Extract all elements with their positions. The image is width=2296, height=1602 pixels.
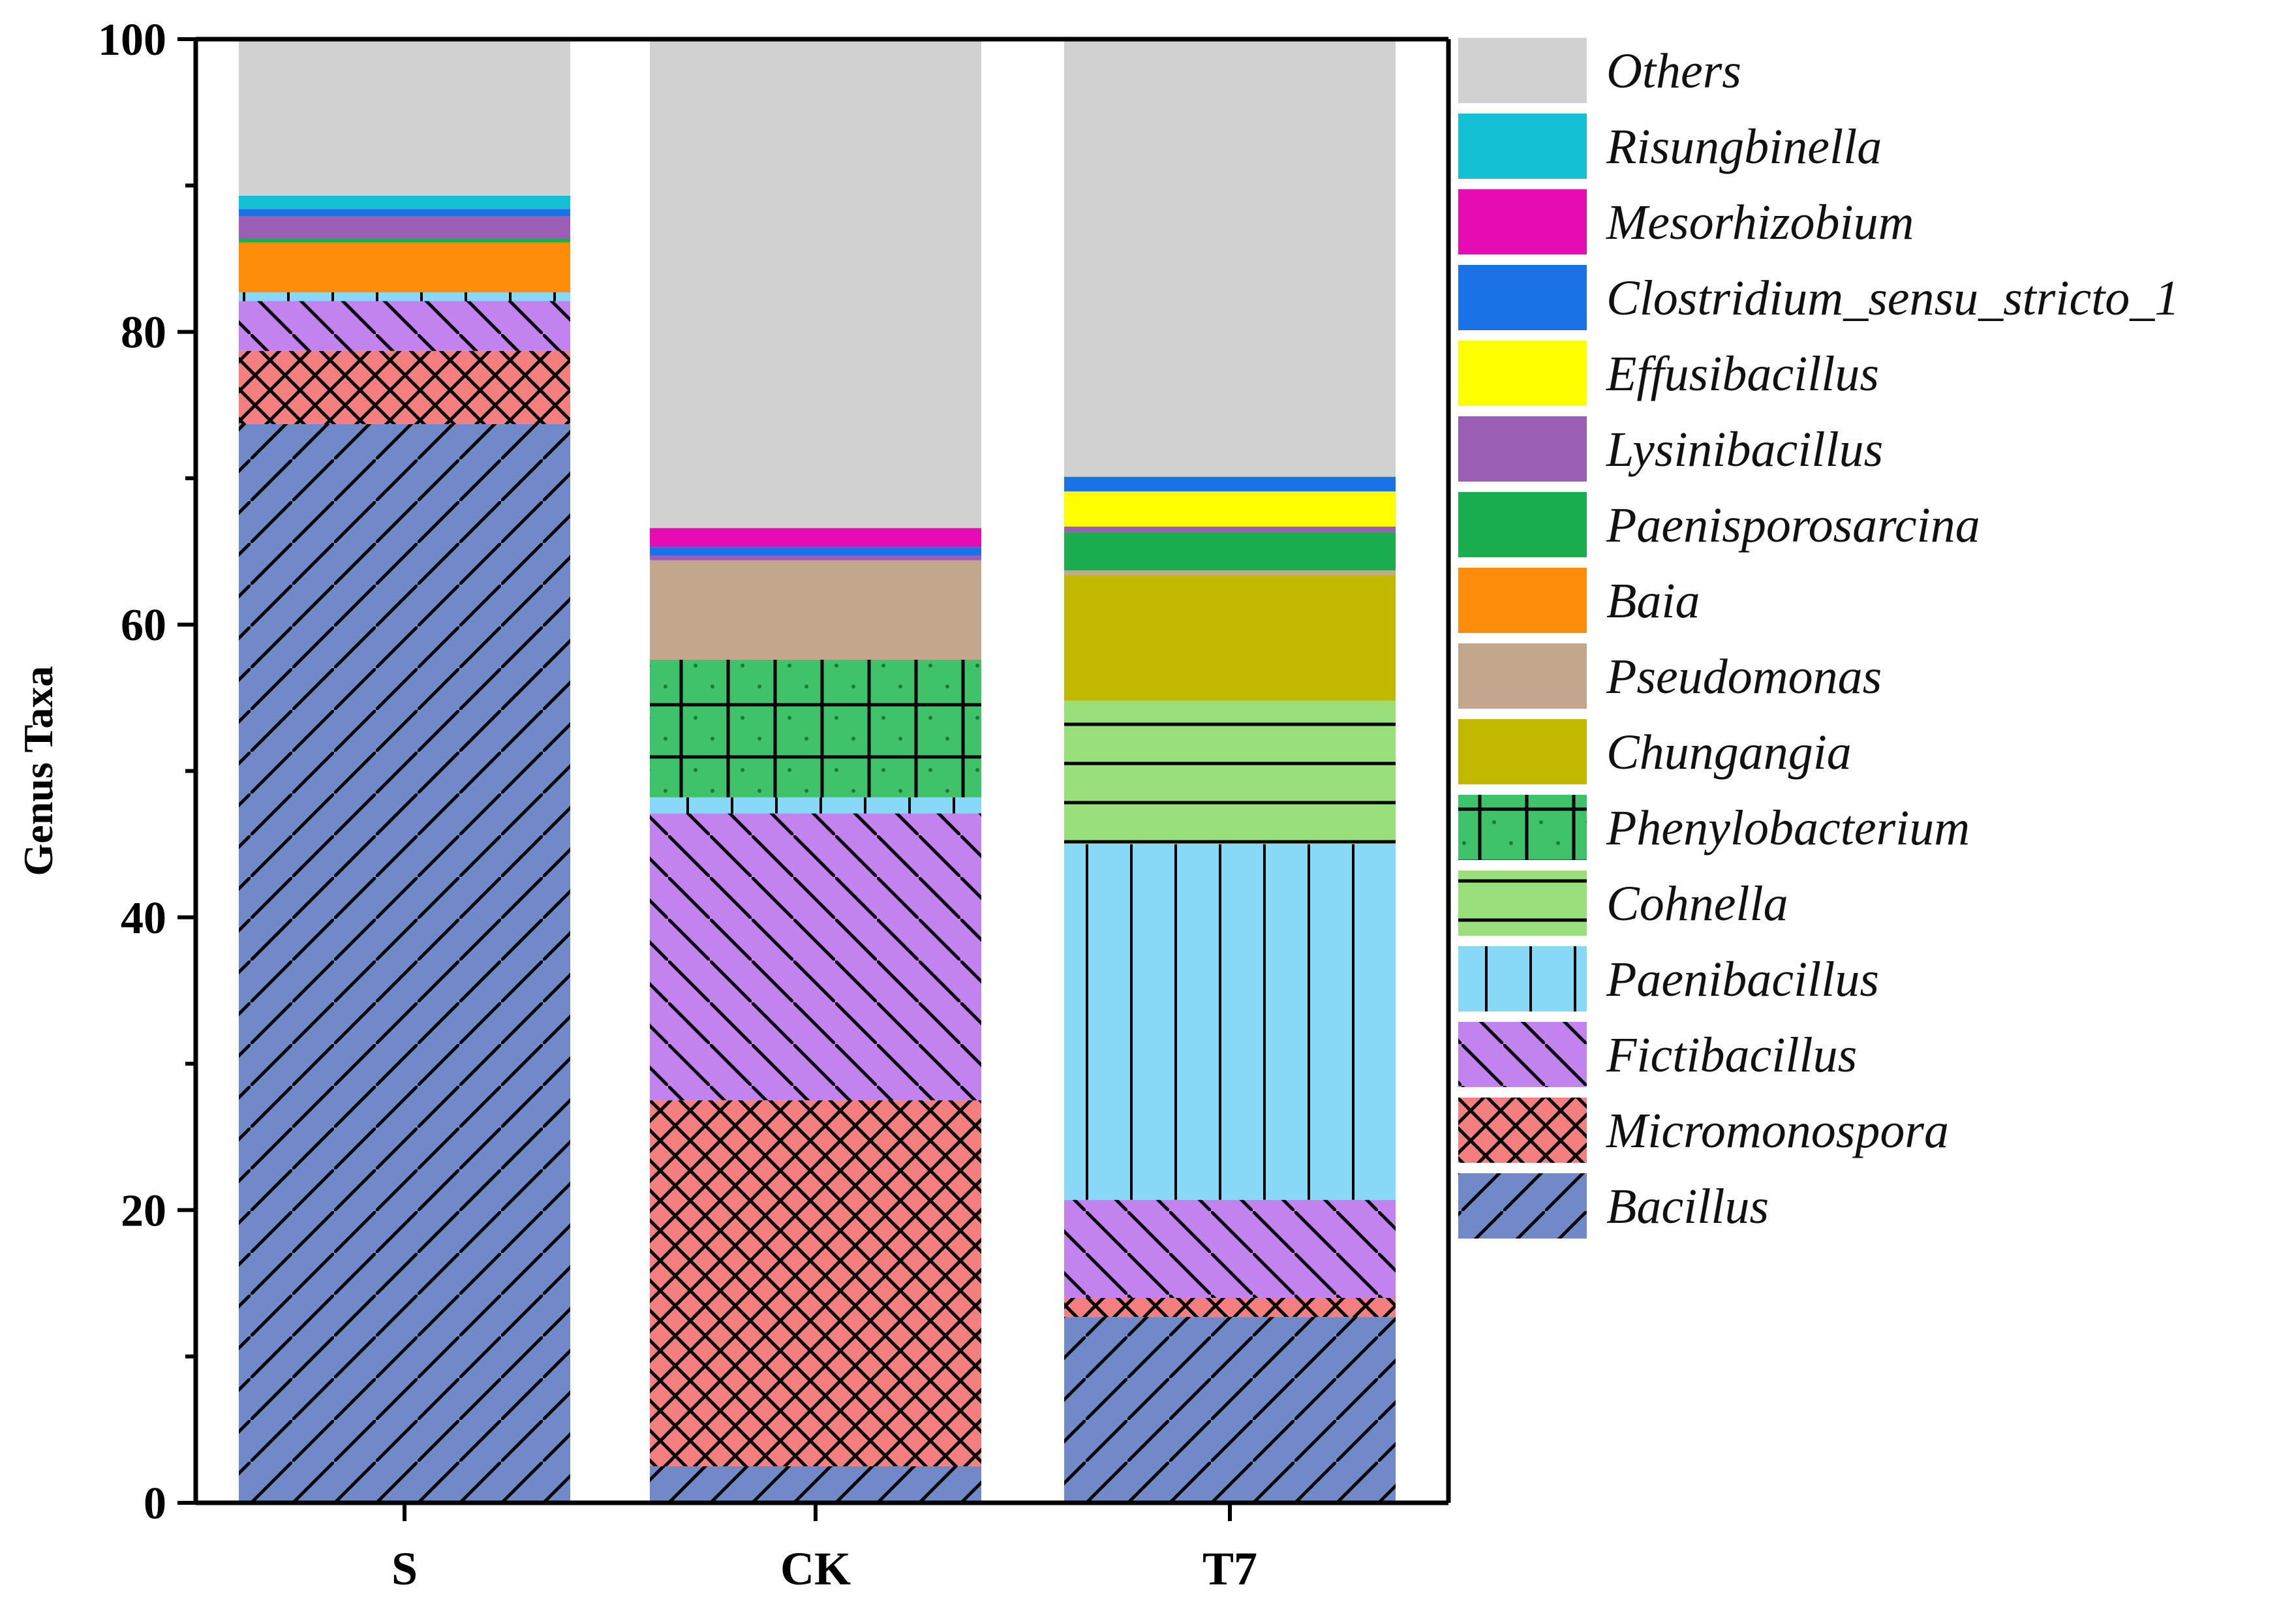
legend-item-baia: Baia: [1458, 568, 1700, 633]
legend-swatch: [1458, 38, 1587, 103]
legend-label: Others: [1606, 44, 1741, 99]
legend-item-fictibacillus: Fictibacillus: [1458, 1022, 1857, 1087]
x-tick-label-t7: T7: [1202, 1543, 1257, 1595]
legend-label: Pseudomonas: [1606, 649, 1882, 704]
bar-segment-ck-fictibacillus: [650, 813, 981, 1101]
axes-group: 0 20 40 60 80 100 S CK T7 Genus Taxa: [15, 15, 1451, 1595]
legend-item-micromonospora: Micromonospora: [1458, 1098, 1949, 1163]
bar-segment-t7-fictibacillus: [1064, 1199, 1396, 1298]
bar-segment-t7-cohnella: [1064, 700, 1396, 844]
bar-segment-ck-phenylobacterium: [650, 660, 981, 797]
legend-swatch: [1458, 341, 1587, 406]
legend-item-others: Others: [1458, 38, 1741, 103]
bar-segment-ck-micromonospora: [650, 1100, 981, 1466]
legend-label: Chungangia: [1606, 725, 1852, 780]
legend-item-chungangia: Chungangia: [1458, 719, 1852, 784]
bar-segment-ck-bacillus: [650, 1466, 981, 1503]
bar-segment-t7-chungangia: [1064, 574, 1396, 701]
legend-swatch: [1458, 189, 1587, 254]
bar-segment-s-risungbinella: [239, 196, 570, 209]
bar-segment-s-paenibacillus: [239, 292, 570, 301]
bar-segment-t7-clostridium-sensu-stricto-1: [1064, 476, 1396, 492]
legend-swatch: [1458, 719, 1587, 784]
bar-segment-t7-micromonospora: [1064, 1297, 1396, 1317]
legend-item-lysinibacillus: Lysinibacillus: [1458, 416, 1883, 482]
legend-item-cohnella: Cohnella: [1458, 870, 1788, 936]
bar-segment-s-micromonospora: [239, 350, 570, 424]
legend-item-bacillus: Bacillus: [1458, 1173, 1769, 1239]
x-tick-label-s: S: [391, 1543, 418, 1595]
y-tick-label: 20: [121, 1186, 166, 1236]
legend-swatch: [1458, 643, 1587, 709]
bar-segment-ck-mesorhizobium: [650, 528, 981, 547]
legend-label: Phenylobacterium: [1606, 801, 1970, 855]
legend-label: Fictibacillus: [1606, 1028, 1857, 1083]
legend-label: Cohnella: [1606, 876, 1788, 931]
bar-segment-t7-pseudomonas: [1064, 570, 1396, 575]
legend-swatch: [1458, 265, 1587, 330]
y-axis-title: Genus Taxa: [15, 666, 61, 876]
bar-segment-ck-paenibacillus: [650, 797, 981, 814]
bar-segment-t7-lysinibacillus: [1064, 526, 1396, 532]
legend-item-clostridium-sensu-stricto-1: Clostridium_sensu_stricto_1: [1458, 265, 2179, 330]
legend-label: Micromonospora: [1606, 1103, 1949, 1158]
bar-segment-s-bacillus: [239, 424, 570, 1503]
bar-segment-s-paenisporosarcina: [239, 238, 570, 243]
bar-segment-s-clostridium-sensu-stricto-1: [239, 209, 570, 217]
bar-segment-t7-paenisporosarcina: [1064, 532, 1396, 571]
bar-segment-t7-bacillus: [1064, 1317, 1396, 1503]
legend-item-pseudomonas: Pseudomonas: [1458, 643, 1882, 709]
legend-label: Lysinibacillus: [1606, 422, 1883, 477]
x-tick-label-ck: CK: [780, 1543, 851, 1595]
legend-item-risungbinella: Risungbinella: [1458, 114, 1882, 179]
bar-segment-ck-clostridium-sensu-stricto-1: [650, 547, 981, 556]
legend-swatch: [1458, 114, 1587, 179]
legend-item-paenibacillus: Paenibacillus: [1458, 946, 1879, 1011]
legend-item-paenisporosarcina: Paenisporosarcina: [1458, 492, 1980, 557]
y-tick-label: 40: [121, 893, 166, 944]
legend-label: Paenibacillus: [1606, 952, 1879, 1007]
bar-segment-s-baia: [239, 242, 570, 293]
legend-label: Risungbinella: [1606, 119, 1882, 174]
y-tick-label: 80: [121, 308, 166, 358]
bar-segment-t7-effusibacillus: [1064, 491, 1396, 527]
bar-segment-ck-lysinibacillus: [650, 555, 981, 561]
legend-swatch: [1458, 492, 1587, 557]
legend-item-mesorhizobium: Mesorhizobium: [1458, 189, 1914, 254]
legend-label: Effusibacillus: [1606, 347, 1879, 401]
bar-segment-s-lysinibacillus: [239, 216, 570, 239]
legend: Others Risungbinella Mesorhizobium Clostrid…: [1458, 38, 2179, 1239]
bars-group: [239, 39, 1396, 1503]
legend-swatch: [1458, 568, 1587, 633]
bar-segment-t7-paenibacillus: [1064, 844, 1396, 1200]
legend-swatch: [1458, 416, 1587, 482]
bar-segment-ck-pseudomonas: [650, 560, 981, 660]
legend-item-effusibacillus: Effusibacillus: [1458, 341, 1879, 406]
legend-item-phenylobacterium: Phenylobacterium: [1458, 795, 1970, 860]
bar-segment-s-fictibacillus: [239, 301, 570, 351]
legend-label: Paenisporosarcina: [1606, 498, 1980, 553]
bar-segment-s-others: [239, 39, 570, 196]
y-tick-label: 60: [121, 600, 166, 651]
legend-label: Mesorhizobium: [1606, 195, 1914, 250]
bar-segment-t7-others: [1064, 40, 1396, 477]
y-tick-label: 100: [98, 15, 166, 65]
legend-label: Bacillus: [1606, 1179, 1769, 1234]
bar-segment-ck-others: [650, 39, 981, 529]
y-tick-label: 0: [144, 1479, 166, 1529]
legend-label: Clostridium_sensu_stricto_1: [1606, 271, 2179, 326]
legend-label: Baia: [1606, 574, 1700, 628]
